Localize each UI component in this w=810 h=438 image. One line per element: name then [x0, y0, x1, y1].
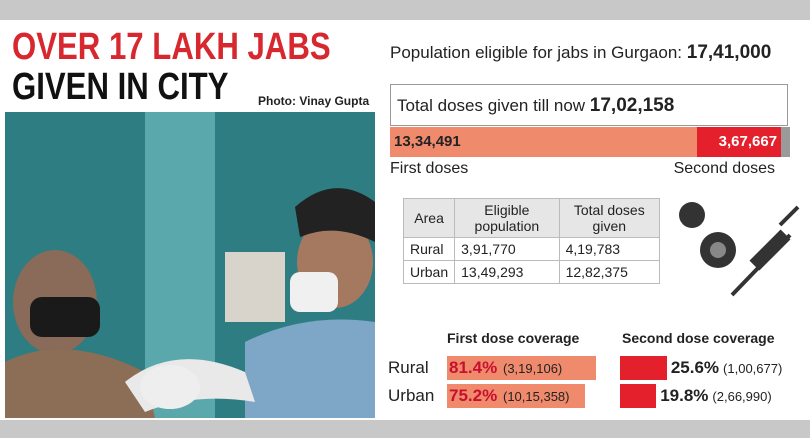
doses-total: 17,02,158 [589, 95, 675, 116]
table-cell: Urban [402, 260, 456, 284]
second-coverage-bar [620, 384, 657, 408]
table-cell: 12,82,375 [558, 260, 661, 284]
first-coverage-value: 81.4% [449, 358, 498, 377]
eligible-label: Population eligible for jabs in Gurgaon: [390, 43, 683, 62]
doses-label: Total doses given till now [397, 96, 586, 115]
table-header: Eligible population [454, 198, 560, 238]
table-cell: 4,19,783 [558, 237, 661, 261]
doses-bar-track: 13,34,491 3,67,667 [390, 127, 790, 157]
second-coverage-value: 25.6% [670, 358, 720, 377]
photo [5, 112, 375, 418]
second-doses-name: Second doses [673, 160, 775, 177]
first-coverage-bar: 81.4% (3,19,106) [447, 356, 596, 380]
photo-credit: Photo: Vinay Gupta [258, 94, 370, 108]
table-cell: 3,91,770 [454, 237, 560, 261]
second-coverage-count: (2,66,990) [712, 389, 772, 404]
first-doses-name: First doses [390, 160, 469, 177]
top-strip [0, 0, 810, 20]
second-coverage-value: 19.8% [660, 386, 709, 405]
table-cell: Rural [402, 237, 456, 261]
eligible-value: 17,41,000 [686, 42, 772, 63]
second-doses-bar: 3,67,667 [696, 127, 782, 157]
area-label: Rural [388, 358, 429, 377]
title-line1: OVER 17 LAKH JABS [12, 26, 331, 68]
second-coverage-count: (1,00,677) [723, 361, 783, 376]
table-cell: 13,49,293 [454, 260, 560, 284]
first-coverage-count: (10,15,358) [503, 389, 570, 404]
first-coverage-value: 75.2% [449, 386, 498, 405]
first-coverage-title: First dose coverage [447, 330, 580, 346]
second-coverage-text: 19.8% (2,66,990) [660, 386, 771, 406]
title-line2: GIVEN IN CITY [12, 66, 229, 108]
doses-box: Total doses given till now 17,02,158 [390, 84, 788, 126]
first-coverage-count: (3,19,106) [503, 361, 563, 376]
second-doses-value: 3,67,667 [718, 133, 778, 150]
table: Area Eligible population Total doses given… [402, 198, 661, 284]
bottom-strip [0, 420, 810, 438]
second-coverage-text: 25.6% (1,00,677) [671, 358, 782, 378]
vaccine-icon [679, 202, 800, 297]
second-coverage-bar [620, 356, 667, 380]
table-header: Total doses given [558, 198, 661, 238]
eligible-line: Population eligible for jabs in Gurgaon:… [390, 42, 771, 64]
area-label: Urban [388, 386, 435, 405]
first-doses-bar: 13,34,491 [390, 127, 697, 157]
first-coverage-bar: 75.2% (10,15,358) [447, 384, 585, 408]
table-header: Area [402, 198, 456, 238]
second-coverage-title: Second dose coverage [622, 330, 775, 346]
first-doses-value: 13,34,491 [394, 133, 461, 150]
